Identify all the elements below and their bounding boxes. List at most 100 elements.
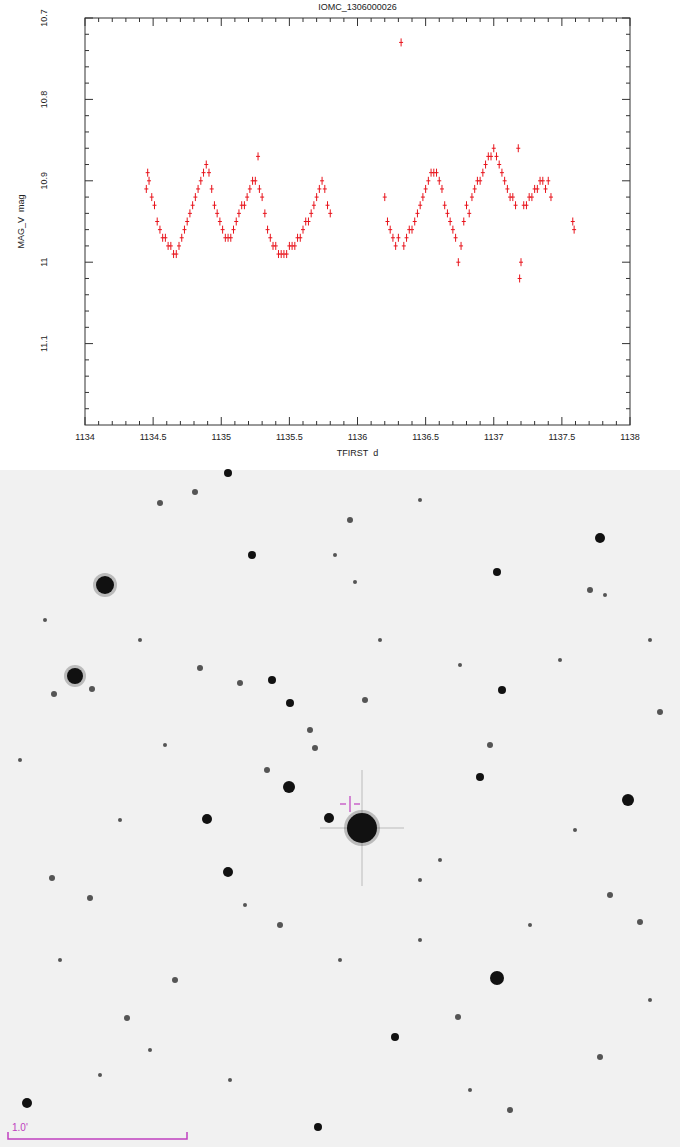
data-point xyxy=(199,177,203,185)
star xyxy=(248,551,256,559)
data-point xyxy=(489,152,493,160)
x-minor-tick xyxy=(602,421,603,425)
x-minor-tick xyxy=(125,18,126,22)
x-minor-tick xyxy=(521,421,522,425)
data-point xyxy=(535,185,539,193)
star xyxy=(237,680,243,686)
star xyxy=(98,1073,102,1077)
ticks: 11341134.511351135.511361136.511371137.5… xyxy=(39,9,640,442)
x-minor-tick xyxy=(98,18,99,22)
x-tick-label: 1135 xyxy=(212,432,231,442)
data-point xyxy=(266,226,270,234)
star xyxy=(277,922,283,928)
y-tick xyxy=(85,180,93,181)
data-point xyxy=(326,201,330,209)
y-minor-tick xyxy=(626,34,630,35)
x-tick xyxy=(153,18,154,26)
data-point xyxy=(459,242,463,250)
x-minor-tick xyxy=(166,421,167,425)
data-point xyxy=(413,218,417,226)
star xyxy=(43,618,47,622)
data-point xyxy=(437,177,441,185)
data-point xyxy=(516,144,520,152)
data-point xyxy=(443,201,447,209)
y-minor-tick xyxy=(85,392,89,393)
y-minor-tick xyxy=(626,66,630,67)
y-minor-tick xyxy=(85,115,89,116)
data-point xyxy=(218,218,222,226)
star xyxy=(118,818,122,822)
data-point xyxy=(309,209,313,217)
star xyxy=(418,938,422,942)
x-minor-tick xyxy=(439,18,440,22)
y-minor-tick xyxy=(626,311,630,312)
data-point xyxy=(546,177,550,185)
star xyxy=(87,895,93,901)
x-tick xyxy=(153,417,154,425)
data-point xyxy=(315,193,319,201)
x-tick xyxy=(221,417,222,425)
data-point xyxy=(268,234,272,242)
data-point xyxy=(245,193,249,201)
data-point xyxy=(454,234,458,242)
star xyxy=(67,668,83,684)
data-point xyxy=(511,193,515,201)
data-point xyxy=(448,218,452,226)
data-point xyxy=(396,234,400,242)
x-minor-tick xyxy=(480,18,481,22)
star xyxy=(507,1107,513,1113)
y-minor-tick xyxy=(85,311,89,312)
data-point xyxy=(549,193,553,201)
data-point xyxy=(500,169,504,177)
data-point xyxy=(467,209,471,217)
star xyxy=(595,533,605,543)
star xyxy=(324,813,334,823)
y-minor-tick xyxy=(626,376,630,377)
y-minor-tick xyxy=(626,294,630,295)
y-minor-tick xyxy=(626,50,630,51)
y-tick-label: 10.7 xyxy=(39,9,49,27)
y-minor-tick xyxy=(85,148,89,149)
data-point xyxy=(285,250,289,258)
star xyxy=(468,1088,472,1092)
crosshair xyxy=(349,796,350,812)
x-minor-tick xyxy=(398,18,399,22)
data-point xyxy=(445,209,449,217)
data-point xyxy=(424,185,428,193)
x-minor-tick xyxy=(548,421,549,425)
star xyxy=(347,517,353,523)
x-tick xyxy=(561,417,562,425)
x-tick xyxy=(357,417,358,425)
star-halo xyxy=(64,665,86,687)
data-point xyxy=(383,193,387,201)
x-tick xyxy=(85,417,86,425)
data-point xyxy=(451,226,455,234)
star xyxy=(333,553,337,557)
data-point xyxy=(253,177,257,185)
x-tick-label: 1136 xyxy=(348,432,367,442)
data-point xyxy=(519,258,523,266)
star xyxy=(148,1048,152,1052)
y-minor-tick xyxy=(85,408,89,409)
x-minor-tick xyxy=(112,421,113,425)
x-minor-tick xyxy=(452,421,453,425)
data-point xyxy=(312,201,316,209)
star xyxy=(493,568,501,576)
x-minor-tick xyxy=(521,18,522,22)
data-point xyxy=(503,177,507,185)
y-tick-label: 11 xyxy=(39,258,49,267)
y-tick xyxy=(622,343,630,344)
y-minor-tick xyxy=(626,115,630,116)
x-tick-label: 1136.5 xyxy=(412,432,439,442)
scale-label: 1.0' xyxy=(12,1122,28,1133)
x-minor-tick xyxy=(180,421,181,425)
x-minor-tick xyxy=(194,18,195,22)
star xyxy=(223,867,233,877)
data-point xyxy=(242,201,246,209)
data-point xyxy=(188,209,192,217)
x-minor-tick xyxy=(316,421,317,425)
data-point xyxy=(248,185,252,193)
x-tick xyxy=(289,18,290,26)
x-tick-label: 1137.5 xyxy=(548,432,575,442)
data-point xyxy=(174,250,178,258)
